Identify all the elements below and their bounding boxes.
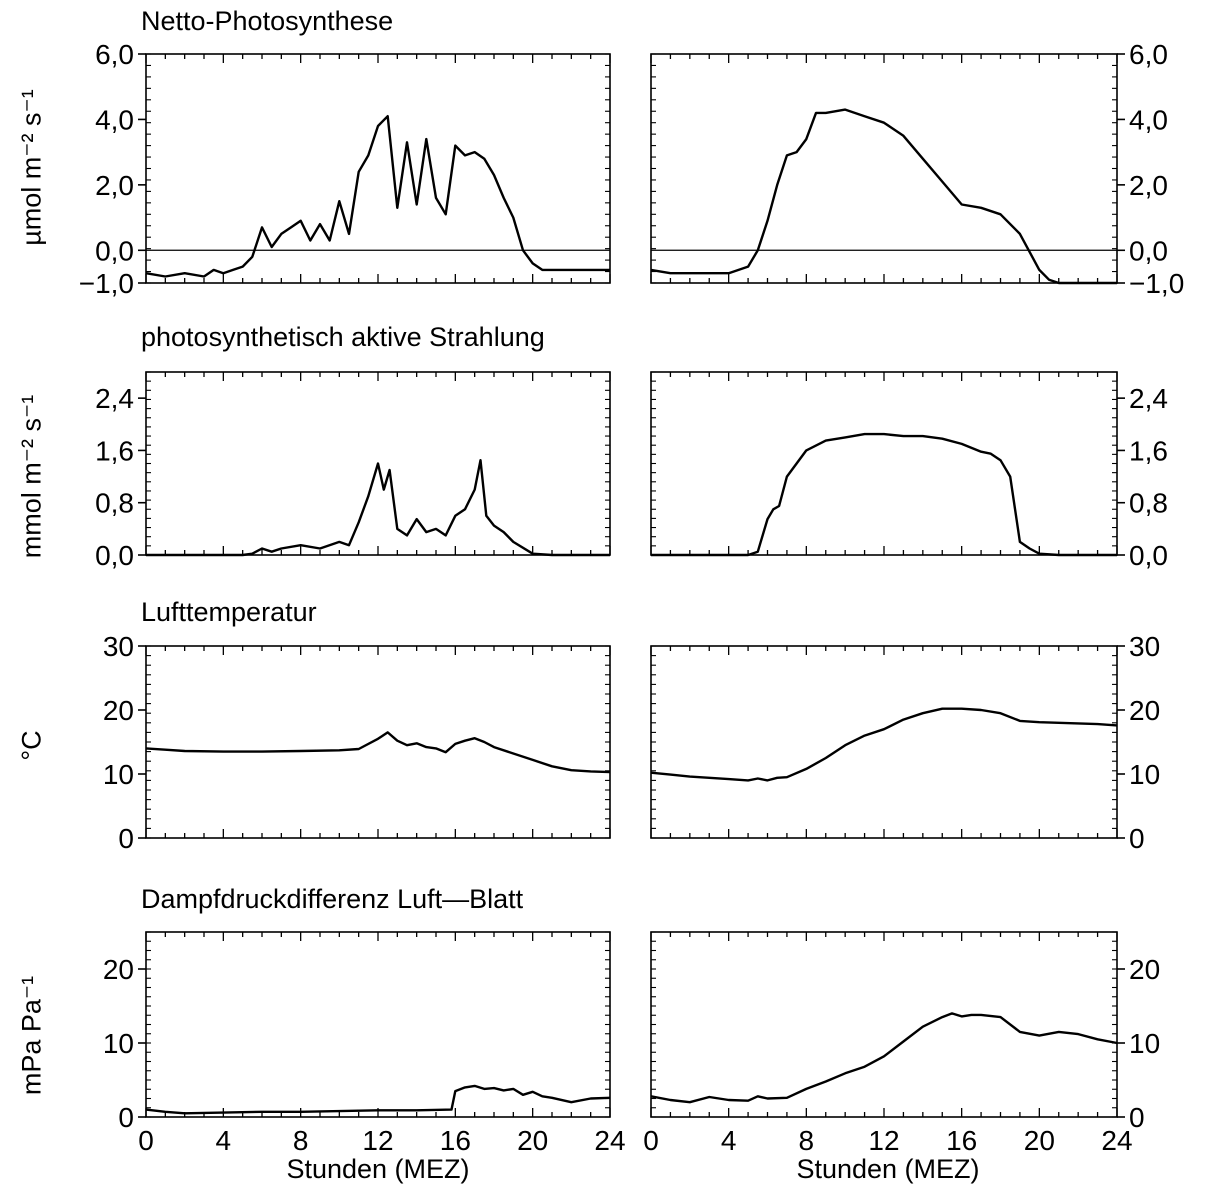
y-tick-label: 20 xyxy=(103,695,134,726)
y-tick-label: 6,0 xyxy=(95,39,134,70)
y-tick-label: 2,4 xyxy=(95,383,134,414)
y-tick-label: 0,0 xyxy=(1129,235,1168,266)
x-tick-label: 20 xyxy=(1024,1125,1055,1156)
panel-title-net-photosynthesis: Netto-Photosynthese xyxy=(141,6,394,36)
x-tick-label: 8 xyxy=(799,1125,815,1156)
plot-frame-right xyxy=(650,931,1118,1118)
y-tick-label: 2,0 xyxy=(95,170,134,201)
plot-frame-right xyxy=(650,645,1118,839)
panel-title-par: photosynthetisch aktive Strahlung xyxy=(141,322,545,352)
y-tick-label: 10 xyxy=(1129,759,1160,790)
ylabel-text: µmol m⁻² s⁻¹ xyxy=(16,89,47,246)
ylabel-text: mmol m⁻² s⁻¹ xyxy=(16,394,47,559)
y-tick-label: 10 xyxy=(103,1028,134,1059)
x-axis-label-right: Stunden (MEZ) xyxy=(796,1154,980,1184)
x-axis-label-left: Stunden (MEZ) xyxy=(286,1154,470,1184)
ylabel-text: °C xyxy=(16,730,47,761)
y-tick-label: 6,0 xyxy=(1129,39,1168,70)
plot-frame-right xyxy=(650,53,1118,284)
y-tick-label: 20 xyxy=(103,954,134,985)
y-tick-label: 2,4 xyxy=(1129,383,1168,414)
series-line-left xyxy=(145,1084,611,1115)
series-line-left xyxy=(145,114,610,278)
y-tick-label: 0 xyxy=(118,1102,134,1133)
x-tick-label: 4 xyxy=(216,1125,232,1156)
y-tick-label: 0,8 xyxy=(95,488,134,519)
y-tick-label: 0 xyxy=(118,823,134,854)
plot-frame-left xyxy=(145,931,611,1118)
series-line-left xyxy=(146,459,610,557)
y-tick-label: 0 xyxy=(1129,1102,1145,1133)
y-tick-label: 30 xyxy=(1129,631,1160,662)
plot-frame-right xyxy=(650,371,1118,556)
y-tick-label: 20 xyxy=(1129,695,1160,726)
x-tick-label: 20 xyxy=(517,1125,548,1156)
y-tick-label: 10 xyxy=(103,759,134,790)
y-tick-label: 0,0 xyxy=(95,540,134,571)
y-tick-label: 1,6 xyxy=(1129,435,1168,466)
y-axis-label-vapour-pressure: mPa Pa⁻¹ xyxy=(17,936,48,1136)
x-tick-label: 0 xyxy=(138,1125,154,1156)
y-axis-label-air-temperature: °C xyxy=(17,646,48,846)
panel-title-air-temperature: Lufttemperatur xyxy=(141,597,317,627)
series-line-right xyxy=(650,108,1117,285)
series-line-right xyxy=(651,432,1117,557)
series-line-right xyxy=(650,1012,1118,1104)
y-axis-label-net-photosynthesis: µmol m⁻² s⁻¹ xyxy=(17,68,48,268)
y-tick-label: 4,0 xyxy=(95,104,134,135)
y-tick-label: 0 xyxy=(1129,823,1145,854)
x-tick-label: 4 xyxy=(721,1125,737,1156)
y-tick-label: 2,0 xyxy=(1129,170,1168,201)
y-tick-label: 1,6 xyxy=(95,435,134,466)
panel-title-vapour-pressure: Dampfdruckdifferenz Luft—Blatt xyxy=(141,884,524,914)
x-tick-label: 8 xyxy=(293,1125,309,1156)
y-tick-label: 0,0 xyxy=(95,235,134,266)
ylabel-text: mPa Pa⁻¹ xyxy=(16,975,47,1096)
x-tick-label: 12 xyxy=(868,1125,899,1156)
y-tick-label: 20 xyxy=(1129,954,1160,985)
x-tick-label: 16 xyxy=(946,1125,977,1156)
series-line-left xyxy=(145,731,611,774)
x-tick-label: 12 xyxy=(362,1125,393,1156)
y-tick-label: 0,8 xyxy=(1129,488,1168,519)
y-tick-label: 0,0 xyxy=(1129,540,1168,571)
plot-frame-left xyxy=(145,53,611,284)
x-tick-label: 24 xyxy=(1101,1125,1132,1156)
x-tick-label: 0 xyxy=(643,1125,659,1156)
x-tick-label: 24 xyxy=(594,1125,625,1156)
y-tick-label: 10 xyxy=(1129,1028,1160,1059)
y-tick-label: −1,0 xyxy=(79,268,134,299)
x-tick-label: 16 xyxy=(440,1125,471,1156)
y-tick-label: 30 xyxy=(103,631,134,662)
series-line-right xyxy=(650,707,1118,782)
y-axis-label-par: mmol m⁻² s⁻¹ xyxy=(17,377,48,577)
plot-frame-left xyxy=(145,645,611,839)
y-tick-label: −1,0 xyxy=(1129,268,1184,299)
y-tick-label: 4,0 xyxy=(1129,104,1168,135)
